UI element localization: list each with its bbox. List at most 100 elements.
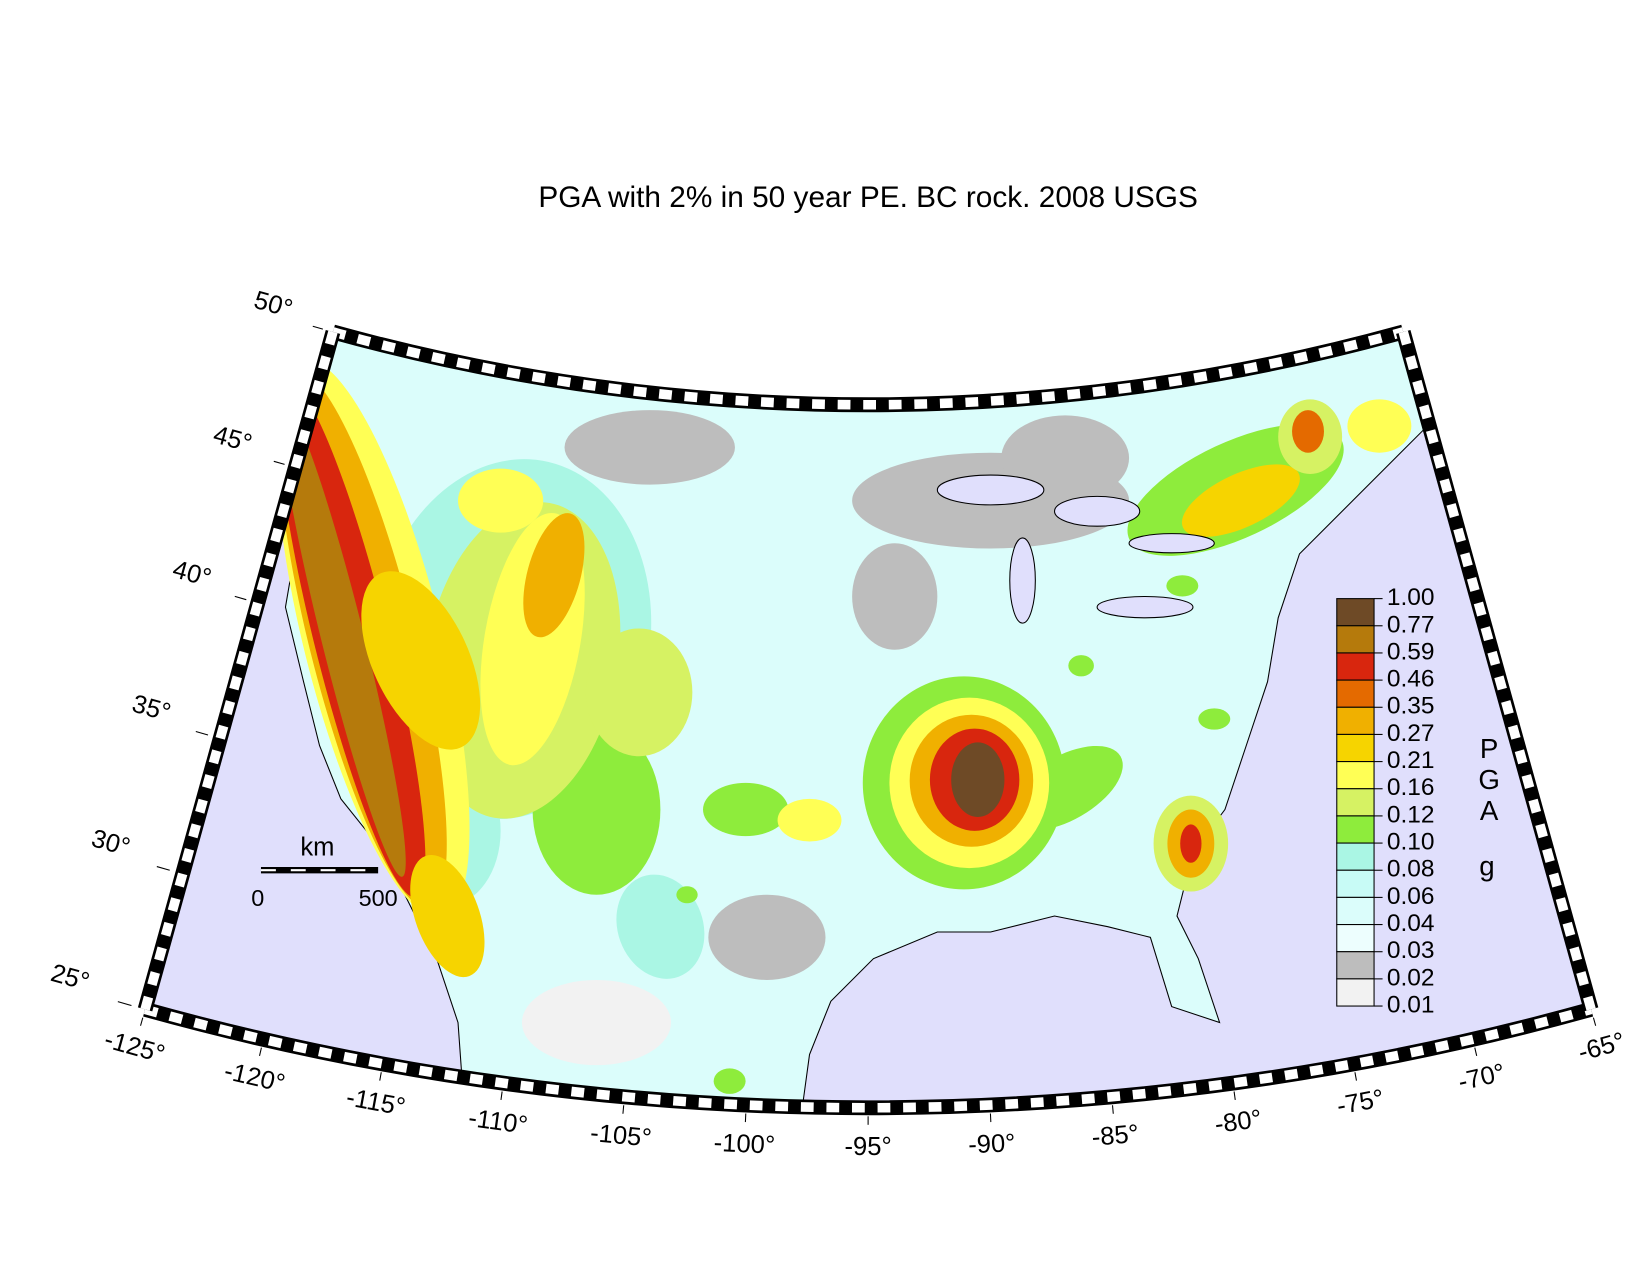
lon-tick (379, 1072, 382, 1081)
map-title: PGA with 2% in 50 year PE. BC rock. 2008… (538, 181, 1198, 214)
colorbar-title: PGA (1474, 733, 1505, 826)
lat-label: 50° (251, 286, 296, 323)
colorbar-band (1336, 625, 1375, 654)
hazard-zone (458, 468, 544, 533)
scale-label: 500 (359, 885, 398, 911)
lon-tick (500, 1091, 503, 1101)
colorbar-label: 1.00 (1387, 584, 1435, 611)
colorbar-band (1336, 896, 1375, 926)
hazard-zone (1198, 708, 1231, 730)
frame-border (137, 329, 341, 1012)
colorbar-unit: g (1479, 850, 1494, 881)
lon-label: -80° (1213, 1105, 1263, 1139)
hazard-zone (361, 571, 481, 750)
lat-label: 40° (170, 555, 215, 592)
lon-tick (1233, 1091, 1236, 1101)
hazard-zone (521, 979, 672, 1066)
hazard-zone (1292, 410, 1324, 453)
colorbar-label: 0.59 (1387, 638, 1435, 665)
lon-label: -90° (968, 1129, 1016, 1159)
colorbar-band (1336, 733, 1375, 763)
lat-label: 45° (210, 421, 255, 458)
lon-label: -75° (1335, 1084, 1386, 1120)
map-area: -125° -120° -115° -110° -105° -100° -95° -90° -8… (48, 286, 1628, 1161)
colorbar-label: 0.77 (1387, 611, 1435, 638)
lon-tick (140, 1017, 144, 1026)
lon-label: -120° (222, 1057, 288, 1098)
hazard-zone (1001, 415, 1130, 501)
lon-tick (259, 1047, 262, 1057)
lat-tick (234, 595, 247, 601)
colorbar-band (1336, 951, 1375, 980)
lon-label: -125° (101, 1025, 168, 1068)
lake (1128, 533, 1215, 554)
lat-tick (195, 730, 209, 736)
colorbar-band (1336, 815, 1375, 844)
hazard-zone (585, 628, 693, 757)
hazard-zone (703, 782, 789, 837)
frame-border (1396, 329, 1599, 1012)
lon-label: -110° (467, 1104, 530, 1140)
lat-tick (273, 460, 285, 465)
colorbar-band (1336, 761, 1375, 790)
hazard-zone (1181, 464, 1300, 537)
frame-pattern (143, 1004, 1593, 1113)
scale-label: 0 (251, 885, 264, 911)
lon-label: -85° (1091, 1120, 1140, 1152)
lake (1053, 495, 1141, 527)
colorbar-band (1336, 706, 1375, 735)
colorbar-label: 0.12 (1387, 801, 1435, 828)
lat-label: 25° (48, 959, 93, 996)
colorbar-label: 0.01 (1387, 992, 1435, 1019)
hazard-zone (713, 1068, 746, 1094)
lat-tick (312, 325, 324, 330)
colorbar-band (1336, 788, 1375, 817)
hazard-zone (708, 894, 826, 980)
lon-label: -65° (1575, 1027, 1628, 1067)
hazard-zone (1166, 575, 1199, 597)
colorbar-label: 0.27 (1387, 720, 1435, 747)
hazard-zone (1068, 655, 1094, 677)
lon-tick (622, 1105, 625, 1114)
colorbar-band (1336, 598, 1375, 627)
colorbar-label: 0.10 (1387, 829, 1435, 856)
colorbar-label: 0.02 (1387, 964, 1435, 991)
lon-tick (1474, 1047, 1478, 1057)
hazard-zone (280, 401, 406, 877)
colorbar-label: 0.04 (1387, 910, 1435, 937)
hazard-zone (951, 742, 1005, 817)
colorbar-label: 0.46 (1387, 666, 1435, 693)
hazard-zone (777, 798, 842, 842)
lon-tick (1354, 1072, 1357, 1081)
lat-label: 35° (129, 690, 174, 727)
lat-tick (156, 866, 170, 871)
colorbar-label: 0.16 (1387, 774, 1435, 801)
lon-label: -95° (845, 1133, 892, 1161)
lake (1009, 537, 1036, 624)
lat-label: 30° (88, 824, 133, 861)
lon-label: -70° (1456, 1059, 1508, 1097)
colorbar-band (1336, 869, 1375, 898)
colorbar-band (1336, 652, 1375, 681)
hazard-zone (1180, 824, 1202, 863)
hazard-zone (1347, 399, 1412, 453)
colorbar-band (1336, 842, 1375, 871)
colorbar-label: 0.35 (1387, 693, 1435, 720)
lon-tick (1111, 1105, 1114, 1114)
lon-label: -105° (589, 1119, 653, 1152)
hazard-zone (564, 410, 735, 485)
scale-unit: km (300, 834, 334, 862)
lon-tick (1592, 1017, 1597, 1026)
colorbar-label: 0.08 (1387, 856, 1435, 883)
frame-pattern (331, 327, 1405, 410)
map-annotations: km 0 500 PGA g (251, 733, 1504, 911)
lat-tick (117, 1001, 132, 1007)
colorbar-band (1336, 679, 1375, 708)
colorbar-label: 0.21 (1387, 747, 1435, 774)
hazard-zone (676, 886, 698, 904)
colorbar-band (1336, 924, 1375, 953)
lon-label: -100° (713, 1129, 776, 1160)
colorbar-band (1336, 978, 1375, 1007)
hazard-zone (410, 854, 485, 978)
